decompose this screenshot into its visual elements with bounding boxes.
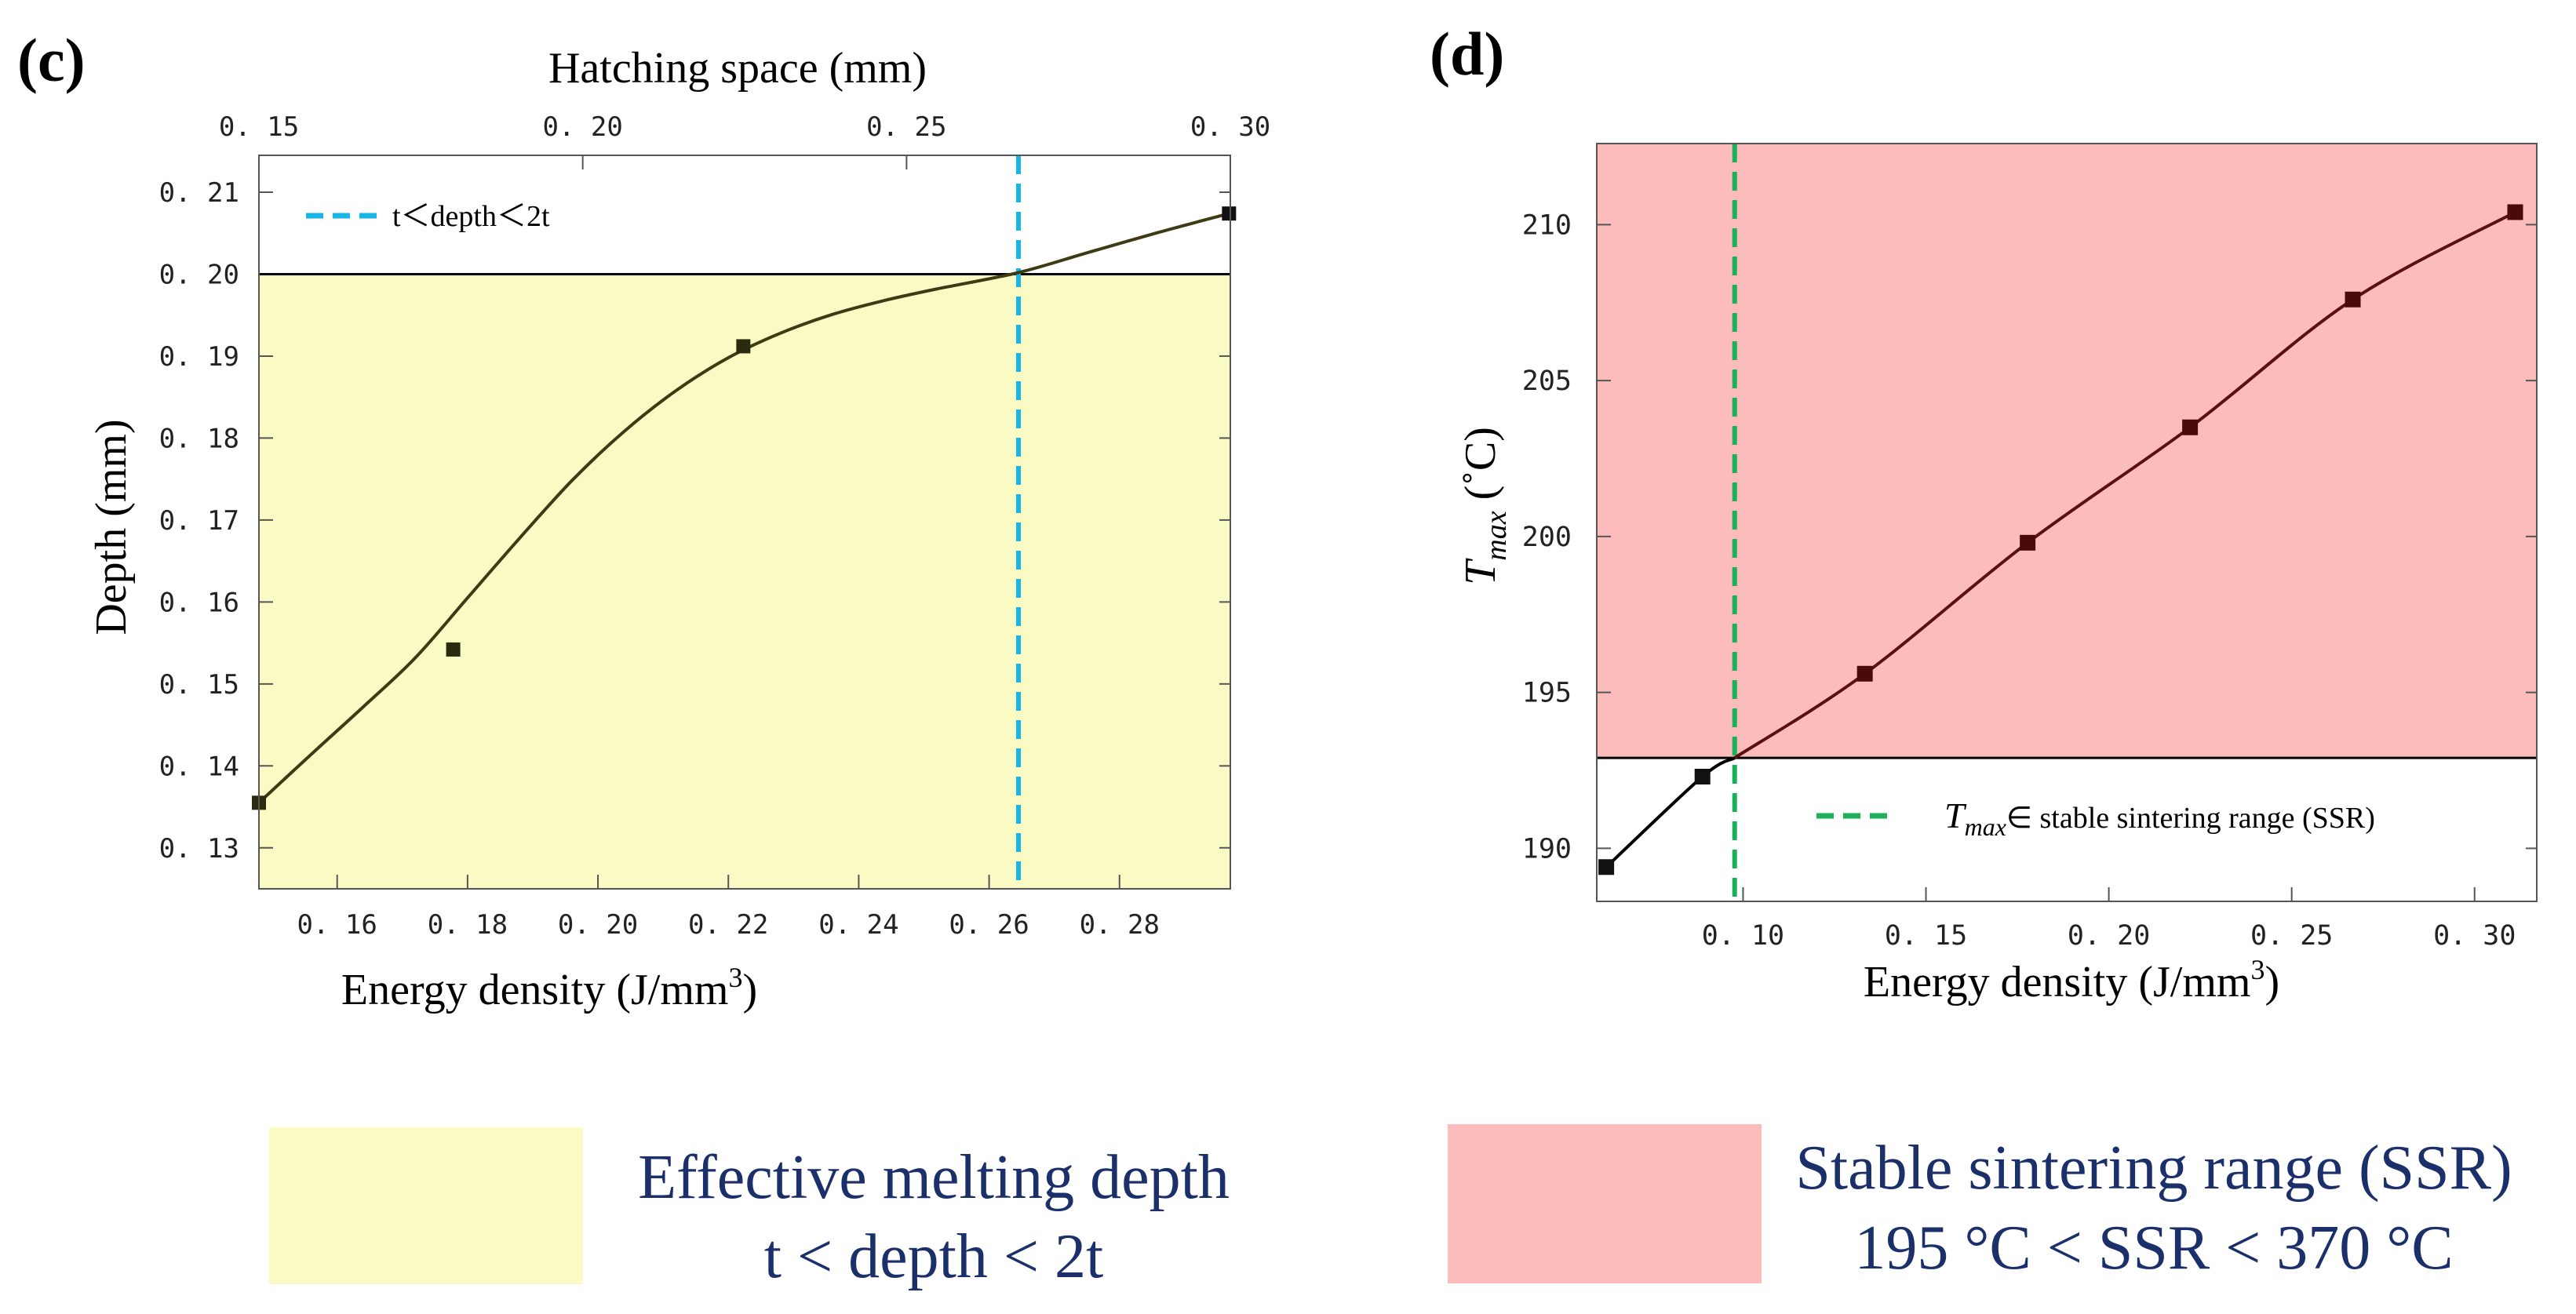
panel-d-y-axis-title-t: T <box>1456 558 1505 585</box>
panel-c-effective-depth-region <box>259 274 1230 889</box>
yellow-key-swatch <box>269 1127 583 1284</box>
panel-d-y-tick-label: 205 <box>1522 366 1572 397</box>
panel-d-x-tick-label: 0. 20 <box>2068 920 2150 952</box>
panel-c-fit-curve <box>257 212 1230 804</box>
panel-d-legend: Tmax∈ stable sintering range (SSR) <box>1816 795 2375 841</box>
panel-d-legend-text: Tmax∈ stable sintering range (SSR) <box>1944 795 2375 841</box>
panel-d-x-tick-label: 0. 25 <box>2250 920 2333 952</box>
panel-c-top-axis-title: Hatching space (mm) <box>548 44 927 93</box>
panel-d-label: (d) <box>1430 20 1504 88</box>
panel-d-chart: (d) 0. 10 0. 15 0. 20 0. 25 0. 30 190 195 200 2… <box>1430 20 2538 1006</box>
panel-d-legend-rest: ∈ stable sintering range (SSR) <box>2006 802 2375 835</box>
panel-d-curve-in-ssr <box>1733 210 2516 759</box>
panel-d-point <box>1856 665 1873 682</box>
panel-d-ssr-region <box>1597 144 2537 759</box>
pink-key-line2: 195 °C < SSR < 370 °C <box>1854 1214 2453 1283</box>
panel-c-x-axis-title: Energy density (J/mm3) <box>341 962 757 1014</box>
panel-d-legend-t: T <box>1944 795 1967 835</box>
panel-d-y-axis: 190 195 200 205 210 <box>1522 209 2537 864</box>
panel-d-x-tick-label: 0. 10 <box>1702 920 1784 952</box>
panel-d-y-tick-label: 195 <box>1522 678 1572 709</box>
pink-key: Stable sintering range (SSR) 195 °C < SS… <box>1448 1124 2512 1283</box>
yellow-key-line2: t < depth < 2t <box>764 1222 1103 1291</box>
panel-c-x-axis-title-main: Energy density (J/mm <box>341 966 729 1014</box>
panel-c-x-tick-label: 0. 22 <box>688 909 768 941</box>
panel-c-x-axis-title-close: ) <box>742 966 757 1014</box>
panel-d-plot-frame <box>1596 143 2538 902</box>
panel-c-point <box>736 339 751 354</box>
panel-c-x-tick-label: 0. 28 <box>1080 909 1160 941</box>
panel-c-x-axis-title-sup: 3 <box>728 962 742 993</box>
panel-c-x-axis: 0. 16 0. 18 0. 20 0. 22 0. 24 0. 26 0. 28 <box>297 875 1160 941</box>
panel-d-x-axis-title-sup: 3 <box>2250 954 2264 985</box>
panel-c-x-tick-label: 0. 16 <box>297 909 377 941</box>
panel-c-x-tick-label: 0. 26 <box>949 909 1029 941</box>
panel-c-top-tick-label: 0. 30 <box>1190 111 1270 143</box>
pink-key-swatch <box>1448 1124 1762 1283</box>
panel-c-x-tick-label: 0. 18 <box>428 909 508 941</box>
panel-c-x-tick-label: 0. 24 <box>818 909 898 941</box>
panel-c-legend: t＜depth＜2t <box>306 200 550 233</box>
panel-c-legend-text: t＜depth＜2t <box>392 200 550 233</box>
panel-d-x-tick-label: 0. 30 <box>2433 920 2516 952</box>
panel-d-x-axis-title: Energy density (J/mm3) <box>1864 954 2279 1006</box>
panel-d-point <box>1598 859 1615 875</box>
panel-c-y-tick-label: 0. 19 <box>159 341 239 373</box>
yellow-key: Effective melting depth t < depth < 2t <box>269 1127 1230 1291</box>
panel-c-y-tick-label: 0. 21 <box>159 177 239 209</box>
panel-d-y-axis-title-unit: (˚C) <box>1456 427 1505 511</box>
panel-d-x-axis: 0. 10 0. 15 0. 20 0. 25 0. 30 <box>1702 887 2516 952</box>
pink-key-line1: Stable sintering range (SSR) <box>1795 1134 2512 1203</box>
panel-c-plot-frame <box>258 155 1231 890</box>
panel-c-y-tick-label: 0. 15 <box>159 669 239 701</box>
panel-c-point <box>446 642 461 657</box>
panel-c-top-axis: 0. 15 0. 20 0. 25 0. 30 <box>219 111 1270 169</box>
panel-d-x-tick-label: 0. 15 <box>1885 920 1967 952</box>
panel-c-data-points <box>252 206 1237 810</box>
panel-d-point <box>2345 291 2361 308</box>
panel-c-y-tick-label: 0. 18 <box>159 423 239 454</box>
panel-d-x-axis-title-main: Energy density (J/mm <box>1864 958 2251 1006</box>
panel-c-y-tick-label: 0. 13 <box>159 833 239 864</box>
panel-c-point <box>1222 206 1237 221</box>
panel-d-y-tick-label: 190 <box>1522 833 1572 864</box>
panel-d-point <box>2182 419 2199 435</box>
panel-c-y-axis-title: Depth (mm) <box>87 419 136 635</box>
panel-c-y-tick-label: 0. 20 <box>159 259 239 290</box>
panel-d-y-tick-label: 200 <box>1522 522 1572 553</box>
panel-d-y-tick-label: 210 <box>1522 209 1572 241</box>
panel-c-y-tick-label: 0. 14 <box>159 751 239 782</box>
panel-d-y-axis-title: Tmax (˚C) <box>1456 427 1513 585</box>
panel-d-y-axis-title-sub: max <box>1480 511 1513 560</box>
panel-c-y-tick-label: 0. 17 <box>159 505 239 537</box>
yellow-key-line1: Effective melting depth <box>638 1143 1230 1212</box>
panel-c-top-tick-label: 0. 20 <box>542 111 622 143</box>
panel-d-point <box>1694 768 1711 784</box>
panel-c-y-axis: 0. 13 0. 14 0. 15 0. 16 0. 17 0. 18 0. 19 0. 20… <box>159 177 1230 864</box>
panel-c-top-tick-label: 0. 15 <box>219 111 299 143</box>
panel-d-data-points <box>1598 204 2523 875</box>
panel-c-label: (c) <box>17 26 86 94</box>
panel-d-x-axis-title-close: ) <box>2264 958 2279 1006</box>
panel-c-x-tick-label: 0. 20 <box>558 909 638 941</box>
panel-c-chart: (c) Hatching space (mm) 0. 15 0. 20 0. 25 0… <box>17 26 1270 1014</box>
panel-d-point <box>2507 204 2523 220</box>
panel-d-point <box>2020 534 2036 551</box>
panel-d-legend-sub: max <box>1965 813 2006 841</box>
panel-d-curve-below-ssr <box>1605 756 1736 868</box>
panel-c-y-tick-label: 0. 16 <box>159 587 239 618</box>
panel-c-top-tick-label: 0. 25 <box>866 111 946 143</box>
